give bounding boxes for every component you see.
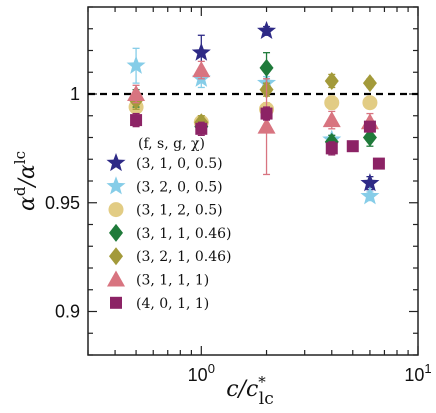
series-6 — [130, 106, 385, 170]
legend-marker — [106, 176, 126, 195]
legend-marker — [110, 296, 122, 309]
legend-label: (3, 1, 0, 0.5) — [136, 156, 223, 172]
data-point — [362, 128, 377, 147]
data-point — [325, 142, 338, 155]
legend-marker — [109, 223, 123, 242]
data-point — [346, 140, 359, 153]
data-point — [260, 107, 273, 120]
legend-marker — [107, 270, 125, 287]
legend-label: (4, 0, 1, 1) — [136, 296, 209, 312]
data-point — [363, 120, 376, 133]
data-point — [362, 74, 377, 93]
data-layer — [126, 20, 385, 205]
axes-layer: 0.9 0.95 1 100 101 — [45, 6, 432, 385]
data-point — [130, 114, 143, 127]
y-tick-label: 0.95 — [45, 193, 80, 213]
legend-label: (3, 1, 1, 1) — [136, 273, 209, 289]
data-point — [259, 58, 274, 77]
x-tick-label: 101 — [404, 361, 431, 385]
data-point — [362, 95, 378, 111]
data-point — [127, 85, 146, 101]
data-point — [360, 186, 380, 205]
data-point — [324, 71, 339, 90]
data-point — [257, 117, 276, 134]
series-4 — [129, 71, 377, 132]
legend-label: (3, 2, 1, 0.46) — [136, 249, 232, 265]
legend-marker — [109, 247, 123, 266]
data-point — [192, 61, 211, 78]
legend: (f, s, g, χ) (3, 1, 0, 0.5) (3, 2, 0, 0.5)… — [106, 136, 232, 312]
data-point — [257, 20, 277, 40]
axis-labels: c/c* lc αd/αlc — [11, 151, 274, 409]
data-point — [195, 122, 208, 135]
data-point — [372, 157, 385, 170]
data-point — [322, 111, 341, 128]
legend-label: (3, 1, 1, 0.46) — [136, 226, 232, 242]
legend-marker — [108, 202, 124, 218]
x-axis-label: c/c* lc — [226, 373, 274, 409]
y-tick-label: 1 — [70, 84, 80, 104]
data-point — [191, 42, 211, 61]
legend-label: (3, 1, 2, 0.5) — [136, 203, 223, 219]
legend-label: (3, 2, 0, 0.5) — [136, 179, 223, 195]
data-point — [324, 95, 340, 111]
series-2 — [128, 95, 378, 130]
x-tick-label: 100 — [188, 361, 215, 385]
y-tick-label: 0.9 — [55, 302, 80, 322]
y-axis-label: αd/αlc — [11, 151, 40, 211]
legend-title: (f, s, g, χ) — [138, 136, 205, 152]
legend-marker — [106, 153, 126, 172]
data-point — [360, 173, 380, 192]
data-point — [126, 55, 146, 74]
